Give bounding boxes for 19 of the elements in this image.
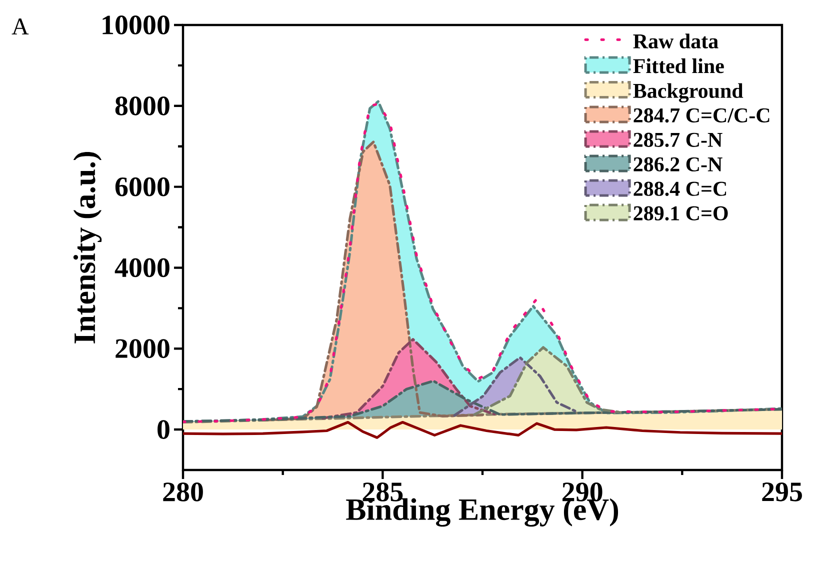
y-tick-label: 10000 [102,16,170,34]
legend-label: 285.7 C-N [634,132,722,148]
y-tick-label: 6000 [115,177,170,196]
legend-label: Background [633,83,744,102]
y-axis-title: Intensity (a.u.) [73,152,102,344]
legend-label: Fitted line [633,58,724,74]
legend-label: 289.1 C=O [634,206,728,220]
legend-label: 286.2 C-N [634,157,722,172]
line-series [183,420,782,439]
x-tick-label: 295 [762,482,802,502]
x-tick-label: 280 [163,482,203,502]
text: A [12,18,29,34]
y-tick-label: 8000 [115,96,170,116]
legend-label: 284.7 C=C/C-C [634,108,770,123]
legend-label: Raw data [633,34,718,48]
y-tick-label: 2000 [116,339,170,358]
legend-label: 288.4 C=C [634,182,726,196]
y-tick-label: 4000 [114,258,170,278]
y-tick-label: 0 [158,420,170,439]
